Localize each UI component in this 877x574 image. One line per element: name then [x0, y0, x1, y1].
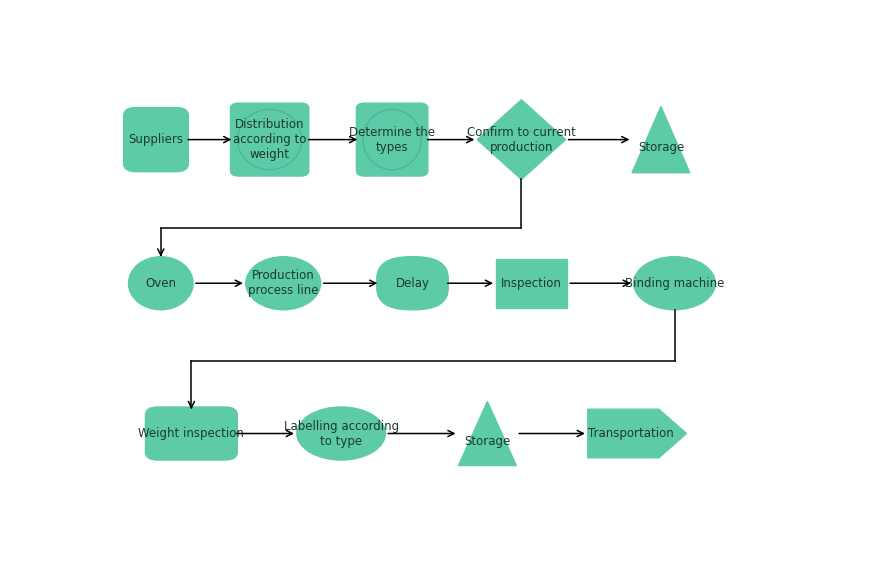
- Ellipse shape: [633, 257, 715, 310]
- FancyBboxPatch shape: [124, 107, 189, 172]
- Text: Production
process line: Production process line: [247, 269, 318, 297]
- Text: Confirm to current
production: Confirm to current production: [467, 126, 575, 154]
- Bar: [496, 259, 567, 308]
- Text: Binding machine: Binding machine: [624, 277, 724, 290]
- FancyBboxPatch shape: [356, 103, 427, 176]
- Text: Delay: Delay: [396, 277, 429, 290]
- Text: Storage: Storage: [464, 435, 510, 448]
- Ellipse shape: [128, 257, 193, 310]
- Polygon shape: [631, 106, 689, 173]
- Text: Transportation: Transportation: [588, 427, 674, 440]
- Polygon shape: [587, 409, 686, 458]
- Text: Suppliers: Suppliers: [128, 133, 183, 146]
- Polygon shape: [477, 100, 565, 179]
- FancyBboxPatch shape: [146, 407, 237, 460]
- Polygon shape: [458, 401, 516, 466]
- Text: Distribution
according to
weight: Distribution according to weight: [232, 118, 306, 161]
- Ellipse shape: [246, 257, 320, 310]
- Text: Weight inspection: Weight inspection: [139, 427, 244, 440]
- Text: Inspection: Inspection: [501, 277, 561, 290]
- Text: Determine the
types: Determine the types: [349, 126, 435, 154]
- FancyBboxPatch shape: [231, 103, 309, 176]
- Text: Labelling according
to type: Labelling according to type: [283, 420, 398, 448]
- Ellipse shape: [296, 407, 385, 460]
- FancyBboxPatch shape: [376, 257, 448, 310]
- Text: Oven: Oven: [145, 277, 176, 290]
- Text: Storage: Storage: [637, 141, 683, 154]
